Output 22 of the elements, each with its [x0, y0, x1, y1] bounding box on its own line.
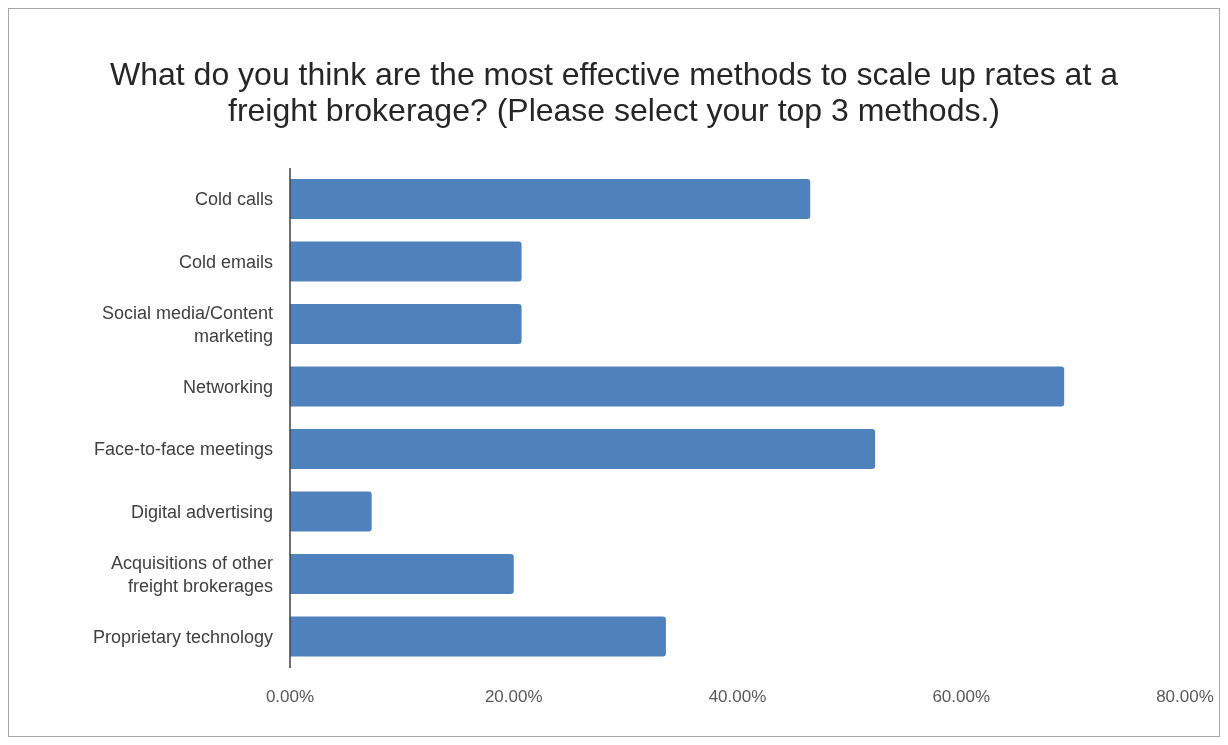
bar [290, 241, 522, 282]
bar [290, 491, 372, 532]
x-tick-label: 20.00% [484, 687, 543, 707]
bar [290, 429, 876, 469]
y-tick-label: Face-to-face meetings [93, 439, 273, 460]
x-tick-label: 60.00% [932, 687, 991, 707]
y-tick-label: Digital advertising [130, 501, 273, 522]
y-tick-label: Cold calls [194, 189, 273, 210]
bar [290, 179, 811, 219]
bar [290, 554, 514, 594]
y-tick-label: Networking [182, 376, 273, 397]
x-tick-label: 40.00% [708, 687, 767, 707]
y-tick-label: Social media/Content marketing [101, 302, 273, 346]
bar [290, 366, 1065, 407]
y-tick-label: Proprietary technology [92, 626, 273, 647]
y-tick-label: Cold emails [178, 251, 273, 272]
x-tick-label: 0.00% [265, 687, 315, 707]
chart-title: What do you think are the most effective methods to scale up rates at a freight brokerage? (Please select your top 3 methods.) [109, 56, 1119, 128]
bar [290, 616, 666, 657]
y-tick-label: Acquisitions of other freight brokerages [110, 552, 273, 596]
x-tick-label: 80.00% [1156, 687, 1214, 707]
bar [290, 304, 522, 344]
